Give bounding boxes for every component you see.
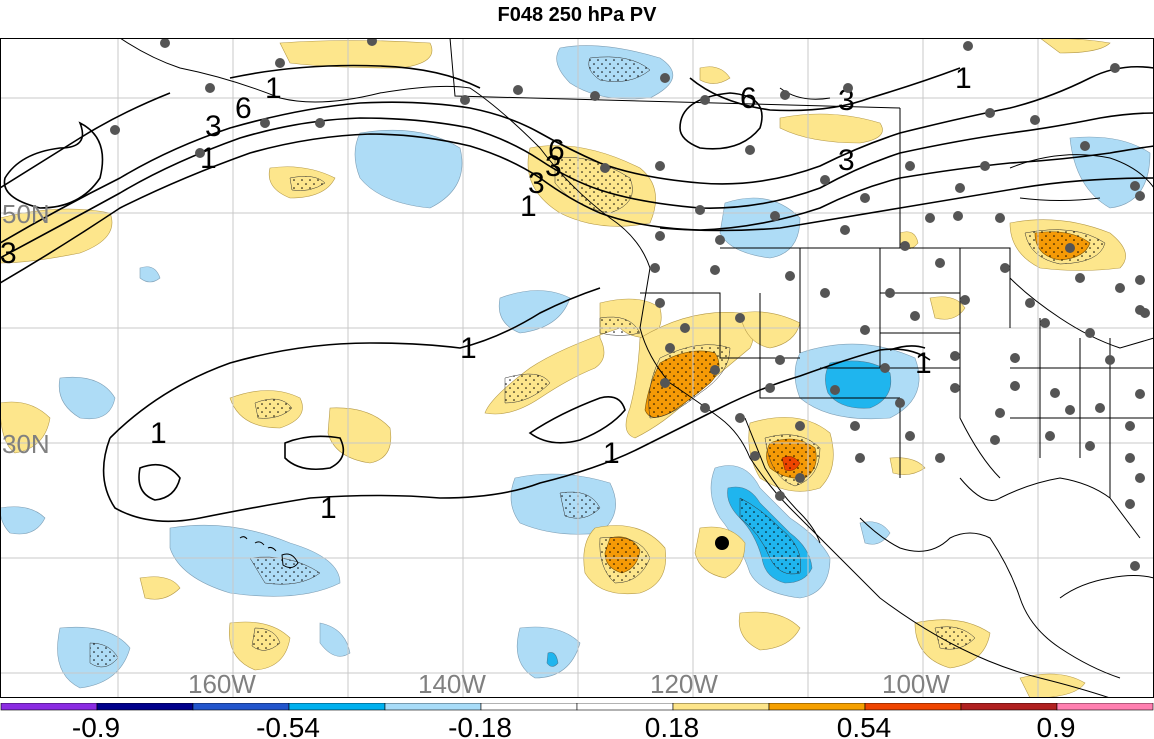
axis-labels: 160W 140W 120W 100W 50N 30N [2,199,950,698]
colorbar-box [480,703,578,711]
colorbar-tick-label: 0.54 [837,712,892,739]
contour-label: 1 [265,72,282,105]
lat-label: 30N [2,429,50,459]
station-dots [110,38,1150,571]
contour-label: 3 [838,144,855,177]
negative-stipple [89,56,802,668]
lon-label: 160W [188,669,256,698]
contour-label: 1 [460,332,477,365]
colorbar-box [288,703,386,711]
colorbar-tick-label: -0.9 [72,712,120,739]
lon-label: 100W [882,669,950,698]
colorbar-tick-label: -0.54 [256,712,320,739]
colorbar-boxes [0,703,1154,711]
colorbar-box [576,703,674,711]
contour-label: 3 [528,167,545,200]
colorbar-box [864,703,962,711]
contour-label: 1 [955,62,972,95]
colorbar-box [960,703,1058,711]
contour-label: 1 [150,417,167,450]
contour-label: 1 [520,190,537,223]
contour-label: 1 [320,492,337,525]
colorbar-box [96,703,194,711]
colorbar-tick-label: 0.18 [645,712,700,739]
positive-stipple [251,157,1106,651]
colorbar-box [0,703,98,711]
highlight-point-marker [715,536,729,550]
contour-label: 6 [548,134,565,167]
contour-label: 3 [0,237,17,270]
colorbar-box [672,703,770,711]
contour-label: 3 [545,150,562,183]
contour-label: 1 [915,347,932,380]
colorbar-tick-label: -0.18 [448,712,512,739]
contour-label: 6 [235,92,252,125]
chart-title: F048 250 hPa PV [497,4,657,26]
colorbar-box [384,703,482,711]
colorbar: -0.9 -0.54 -0.18 0.18 0.54 0.9 [0,703,1154,739]
hawaii-islands [239,536,299,569]
contour-label: 1 [603,437,620,470]
colorbar-box [192,703,290,711]
colorbar-tick-label: 0.9 [1037,712,1076,739]
lon-label: 140W [418,669,486,698]
contour-label: 1 [200,142,217,175]
contour-label: 6 [740,82,757,115]
coastlines-and-borders [119,38,1154,698]
pv-contours [0,64,1154,523]
colorbar-tick-labels: -0.9 -0.54 -0.18 0.18 0.54 0.9 [72,712,1076,739]
contour-labels: 6 3 1 6 3 3 1 1 1 1 1 1 3 3 6 3 1 1 [0,62,972,525]
lat-label: 50N [2,199,50,229]
positive-anomaly-shading [0,38,1126,698]
pv-map: 6 3 1 6 3 3 1 1 1 1 1 1 3 3 6 3 1 1 [0,38,1154,698]
colorbar-box [1056,703,1154,711]
colorbar-box [768,703,866,711]
contour-label: 3 [205,110,222,143]
lon-label: 120W [650,669,718,698]
